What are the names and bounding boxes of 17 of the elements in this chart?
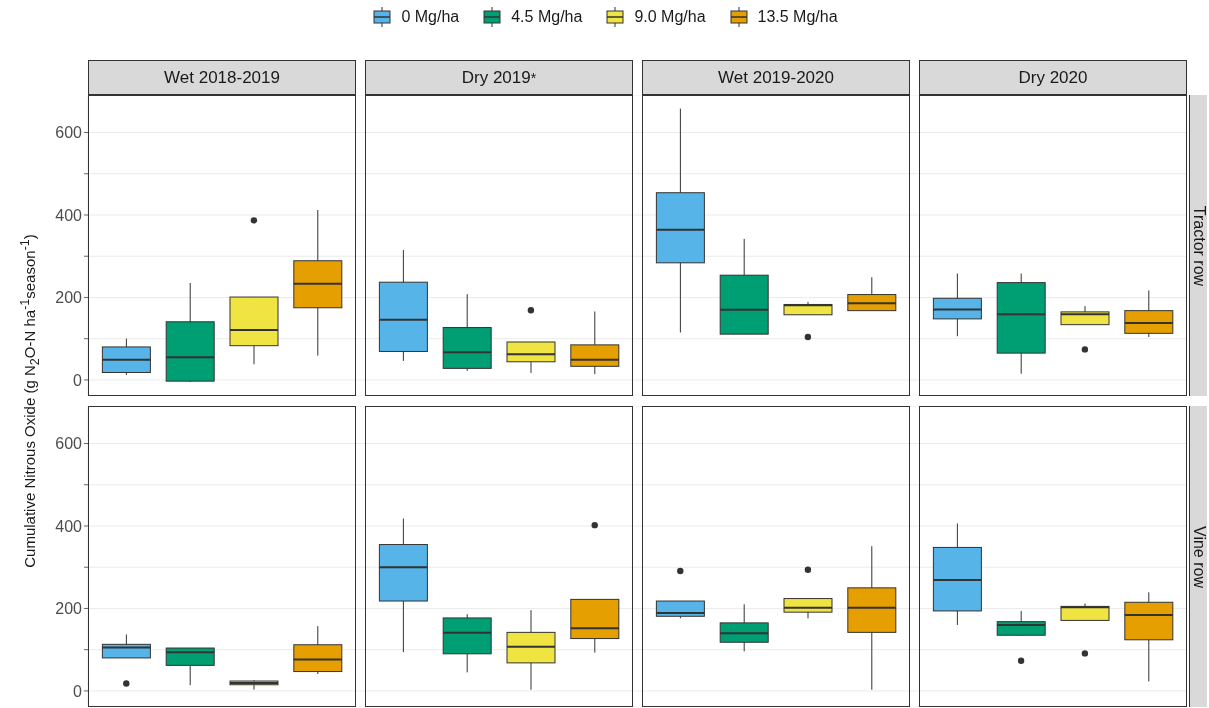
y-tick-label: 400 — [55, 206, 83, 224]
y-tick-label: 600 — [55, 435, 83, 453]
legend-label: 4.5 Mg/ha — [511, 8, 583, 26]
x-tick-label: Dry 2020 — [919, 60, 1187, 95]
y-tick-label: 200 — [55, 289, 83, 307]
legend-label: 9.0 Mg/ha — [634, 8, 706, 26]
x-tick-label: Wet 2019-2020 — [642, 60, 910, 95]
y-tick-label: 0 — [73, 682, 83, 700]
text: Tractor row — [1189, 205, 1208, 286]
legend-label: 13.5 Mg/ha — [757, 8, 838, 26]
y-tick-label: 0 — [73, 371, 83, 389]
legend-label: 0 Mg/ha — [401, 8, 460, 26]
y-tick-label: 400 — [55, 517, 83, 535]
y-tick-label: 200 — [55, 600, 83, 618]
x-tick-label: Wet 2018-2019 — [88, 60, 356, 95]
y-tick-label: 600 — [55, 124, 83, 142]
text: Vine row — [1189, 525, 1208, 588]
